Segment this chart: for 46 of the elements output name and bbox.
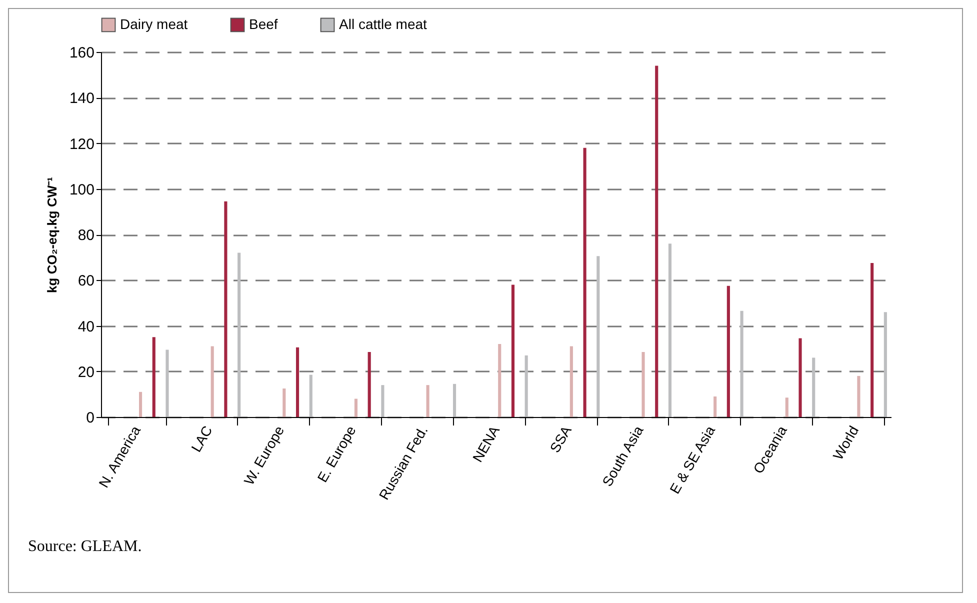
bar bbox=[668, 244, 672, 417]
bar bbox=[511, 284, 515, 417]
bar bbox=[884, 312, 887, 417]
legend-label: Beef bbox=[249, 16, 278, 32]
bar bbox=[498, 344, 502, 417]
y-tick-label: 80 bbox=[78, 227, 94, 244]
bar bbox=[714, 396, 717, 417]
bar bbox=[224, 201, 228, 417]
bar bbox=[740, 310, 744, 417]
bar bbox=[238, 252, 241, 417]
y-tick-label: 40 bbox=[78, 318, 94, 336]
bar bbox=[282, 388, 286, 417]
y-tick-label: 20 bbox=[78, 364, 94, 381]
bar bbox=[655, 66, 658, 417]
bar bbox=[785, 398, 788, 417]
y-tick-label: 100 bbox=[69, 181, 94, 198]
source-note: Source: GLEAM. bbox=[28, 538, 142, 556]
legend-label: Dairy meat bbox=[120, 16, 188, 32]
bar bbox=[596, 256, 600, 417]
y-tick-label: 0 bbox=[86, 410, 94, 426]
bar bbox=[870, 263, 874, 417]
bar bbox=[452, 384, 456, 417]
bar bbox=[309, 374, 312, 417]
bar bbox=[524, 355, 528, 417]
y-tick-label: 60 bbox=[78, 272, 94, 290]
bar bbox=[296, 347, 300, 417]
bar bbox=[354, 398, 358, 417]
bar bbox=[812, 358, 816, 417]
y-tick-label: 160 bbox=[69, 44, 94, 62]
bar bbox=[726, 286, 730, 417]
y-axis-title: kg CO₂-eq.kg CW⁻¹ bbox=[44, 177, 60, 293]
bar bbox=[210, 346, 214, 417]
bar bbox=[426, 385, 430, 417]
bar bbox=[570, 346, 573, 417]
bar bbox=[368, 352, 371, 417]
y-tick-label: 140 bbox=[69, 90, 94, 108]
bar bbox=[583, 148, 586, 417]
bar bbox=[857, 376, 860, 417]
bar bbox=[138, 392, 142, 417]
bar bbox=[798, 338, 802, 417]
bar bbox=[152, 337, 156, 417]
bar bbox=[381, 385, 384, 417]
bar bbox=[642, 352, 645, 417]
bar bbox=[166, 350, 169, 417]
y-tick-label: 120 bbox=[69, 136, 94, 153]
legend-label: All cattle meat bbox=[339, 16, 428, 32]
